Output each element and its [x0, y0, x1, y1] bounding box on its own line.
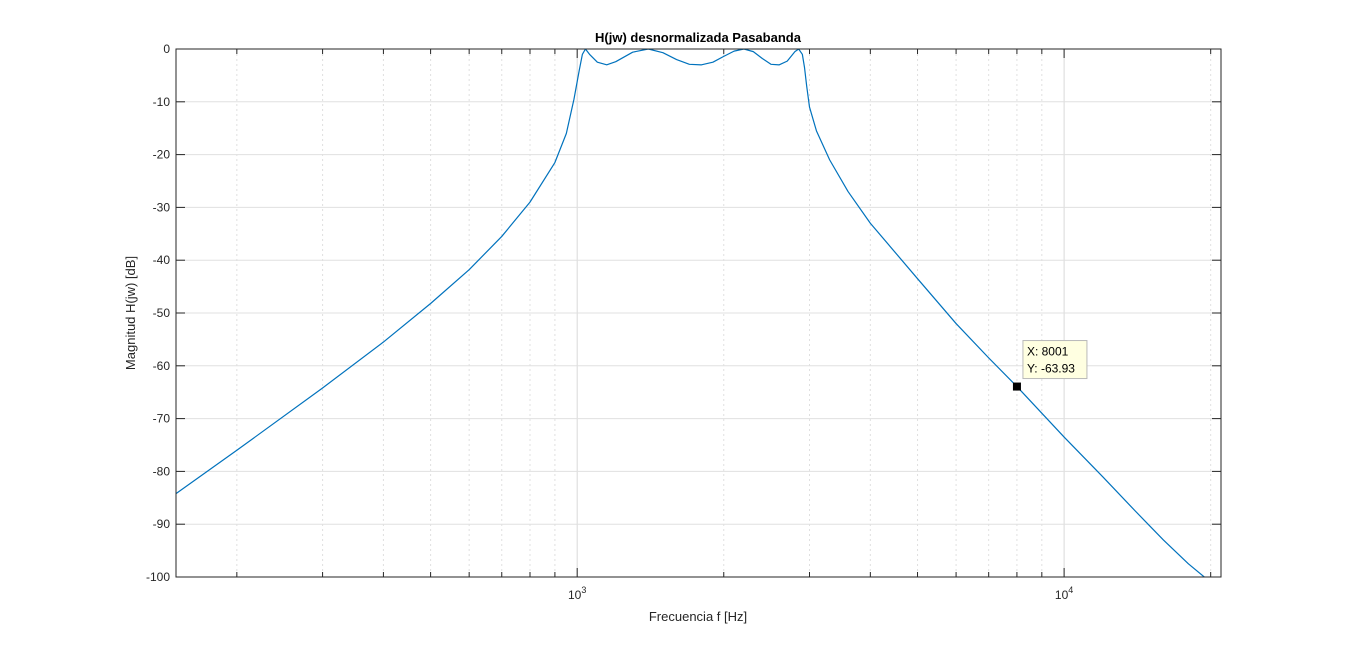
y-tick-label: -40 [153, 253, 171, 267]
y-tick-label: -30 [153, 200, 171, 214]
y-tick-label: -60 [153, 359, 171, 373]
chart-title: H(jw) desnormalizada Pasabanda [595, 30, 802, 45]
y-tick-label: -20 [153, 148, 171, 162]
y-tick-label: -80 [153, 464, 171, 478]
y-tick-label: -10 [153, 95, 171, 109]
x-tick-label-exponent: 4 [1068, 585, 1073, 595]
axes-box [175, 48, 1222, 578]
x-tick-label-base: 10 [1055, 588, 1069, 602]
datatip-box[interactable] [1022, 340, 1088, 380]
y-tick-label: 0 [163, 42, 170, 56]
datatip-marker[interactable] [1012, 382, 1021, 391]
datatip[interactable]: X: 8001 Y: -63.93 [1012, 340, 1088, 391]
series-layer [176, 49, 1206, 577]
x-tick-label-base: 10 [568, 588, 582, 602]
y-tick-label: -100 [146, 570, 170, 584]
y-tick-label: -90 [153, 517, 171, 531]
y-tick-label: -70 [153, 412, 171, 426]
y-tick-label: -50 [153, 306, 171, 320]
x-tick-label-exponent: 3 [581, 585, 586, 595]
x-tick-label: 103 [568, 585, 586, 602]
series-line [176, 49, 1206, 577]
x-axis-label: Frecuencia f [Hz] [649, 609, 747, 624]
datatip-y-text: Y: -63.93 [1027, 362, 1075, 376]
y-axis-label: Magnitud H(jw) [dB] [123, 256, 138, 370]
x-tick-label: 104 [1055, 585, 1073, 602]
datatip-x-text: X: 8001 [1027, 345, 1069, 359]
